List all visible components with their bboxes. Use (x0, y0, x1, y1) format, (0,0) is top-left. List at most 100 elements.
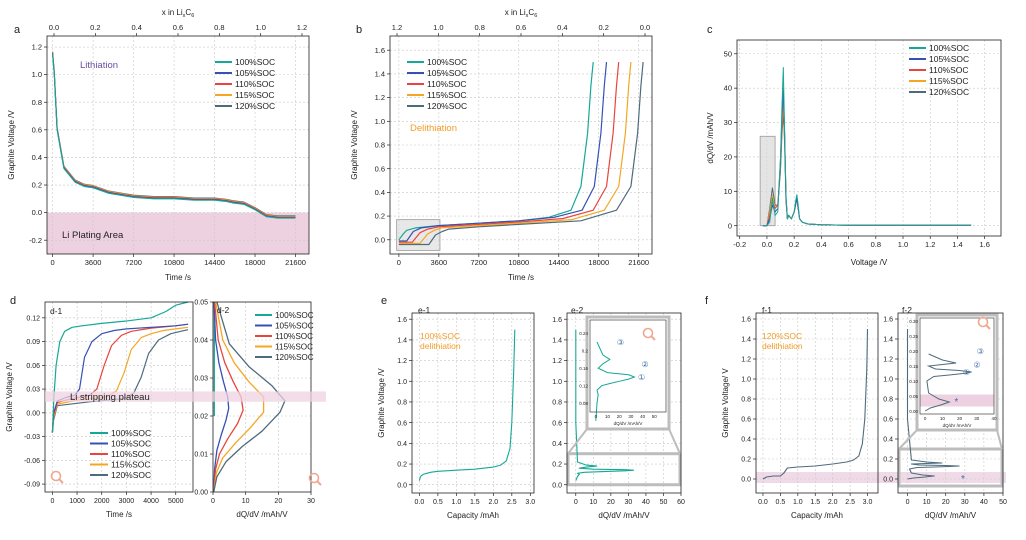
f2-inset-xtick-label: 20 (957, 416, 963, 421)
e2-connector (567, 428, 588, 455)
a-ytick-label: -0.2 (29, 236, 42, 245)
f1-ytick-label: 1.4 (741, 337, 751, 344)
d1-magnifier-icon (50, 470, 62, 482)
d1-xtick-label: 1000 (69, 498, 85, 505)
e2-ytick-label: 1.2 (552, 358, 562, 365)
f2-inset-marker: * (954, 397, 958, 408)
f1-ytick-label: 1.2 (741, 357, 751, 364)
a-ytick-label: 0.6 (32, 125, 42, 134)
c-xtick-label: 0.2 (789, 240, 799, 249)
f2-inset-xlabel: dQ/dV /mAh/V (943, 423, 972, 428)
e1-ytick-label: 0.6 (397, 420, 407, 427)
e2-frame (566, 312, 682, 494)
f1-annotation-delith: delithiation (762, 341, 803, 351)
b-ytick-label: 0.2 (375, 212, 385, 221)
f1-xtick-label: 1.5 (810, 499, 820, 506)
b-xtick-label: 18000 (588, 258, 609, 267)
f-plating-band (756, 472, 1006, 483)
d2-sub-label: d-2 (217, 305, 230, 315)
c-legend-label: 110%SOC (929, 65, 969, 75)
b-xtick-label: 3600 (431, 258, 448, 267)
d1-legend-label: 100%SOC (111, 428, 151, 438)
e1-xtick-label: 1.5 (470, 499, 480, 506)
f1-ytick-label: 0.8 (741, 397, 751, 404)
d1-ytick-label: 0.03 (26, 387, 40, 394)
d1-sub-label: d-1 (50, 306, 63, 316)
d1-series-line (51, 326, 189, 433)
d2-legend-label: 100%SOC (275, 311, 314, 320)
d2-series-line (213, 301, 244, 493)
c-legend-label: 100%SOC (929, 43, 969, 53)
e1-xtick-label: 0.5 (433, 499, 443, 506)
b-legend-label: 120%SOC (427, 101, 467, 111)
e2-ytick-label: 0.6 (552, 420, 562, 427)
e2-ytick-label: 0.8 (552, 400, 562, 407)
e2-inset-marker: ② (641, 360, 648, 369)
d1-xtick-label: 2000 (94, 498, 110, 505)
e1-ytick-label: 0.2 (397, 462, 407, 469)
b-xlabel: Time /s (508, 273, 534, 282)
f2-inset-frame (915, 313, 999, 432)
e1-ytick-label: 1.4 (397, 337, 407, 344)
c-zoom-box (759, 135, 776, 227)
d1-magnifier-icon (58, 478, 64, 484)
b-xtick-label: 10800 (508, 258, 529, 267)
c-panel-label: c (707, 24, 713, 36)
a-top-tick-label: 0.6 (173, 23, 183, 32)
f2-inset-xtick-label: 30 (974, 416, 980, 421)
c-xtick-label: 1.0 (898, 240, 908, 249)
a-xtick-label: 7200 (125, 258, 142, 267)
a-xtick-label: 0 (51, 258, 55, 267)
d2-xtick-label: 10 (242, 498, 250, 505)
d2-ytick-label: 0.04 (194, 338, 208, 345)
e2-ytick-label: 0.4 (552, 441, 562, 448)
e1-ytick-label: 0.8 (397, 400, 407, 407)
b-annotation-delithiation: Delithiation (410, 123, 457, 134)
e1-ytick-label: 0.4 (397, 441, 407, 448)
b-xtick-label: 14400 (548, 258, 569, 267)
c-xtick-label: 1.2 (925, 240, 935, 249)
d2-xtick-label: 20 (274, 498, 282, 505)
e1-ytick-label: 0.0 (397, 482, 407, 489)
e2-inset-xlabel: dQ/dV /mAh/V (614, 421, 643, 426)
a-ytick-label: 0.0 (32, 208, 42, 217)
d1-ytick-label: 0.12 (26, 315, 40, 322)
f2-xtick-label: 0 (906, 499, 910, 506)
f1-xtick-label: 0.0 (758, 499, 768, 506)
f2-inset-marker: ③ (977, 347, 984, 356)
d2-xtick-label: 30 (307, 498, 315, 505)
f2-ytick-label: 1.0 (883, 377, 893, 384)
b-panel-label: b (356, 24, 362, 36)
e2-inset-frame (585, 315, 671, 431)
a-xlabel: Time /s (165, 273, 191, 282)
d2-legend-label: 115%SOC (275, 343, 313, 352)
a-xtick-label: 18000 (245, 258, 266, 267)
f1-sub-label: f-1 (762, 305, 772, 315)
d1-xtick-label: 5000 (168, 498, 184, 505)
d1-series-line (51, 323, 189, 433)
e2-ytick-label: 1.4 (552, 337, 562, 344)
f2-ytick-label: 0.0 (883, 477, 893, 484)
e1-xtick-label: 2.0 (488, 499, 498, 506)
f2-inset-ytick-label: 0.25 (909, 334, 918, 339)
d2-magnifier-icon (308, 472, 320, 484)
b-top-tick-label: 0.4 (557, 23, 567, 32)
c-xtick-label: 0.0 (762, 240, 772, 249)
f2-xtick-label: 20 (942, 499, 950, 506)
e2-magnifier-icon (642, 327, 654, 339)
b-top-tick-label: 0.8 (474, 23, 484, 32)
e1-xtick-label: 3.0 (525, 499, 535, 506)
d1-ytick-label: -0.09 (24, 482, 40, 489)
e2-zoom-box (566, 452, 682, 487)
f2-inset-ytick-label: 0.20 (909, 349, 918, 354)
d1-ytick-label: -0.03 (24, 434, 40, 441)
a-top-tick-label: 1.0 (255, 23, 265, 32)
b-ytick-label: 0.6 (375, 164, 385, 173)
f1-ytick-label: 0.6 (741, 417, 751, 424)
e2-xlabel: dQ/dV /mAh/V (598, 511, 650, 520)
f2-marker: * (961, 474, 965, 485)
e2-inset-xtick-label: 0 (595, 414, 598, 419)
e2-inset-marker: ③ (617, 338, 624, 347)
d1-series-line (51, 301, 189, 433)
d1-xtick-label: 3000 (119, 498, 135, 505)
